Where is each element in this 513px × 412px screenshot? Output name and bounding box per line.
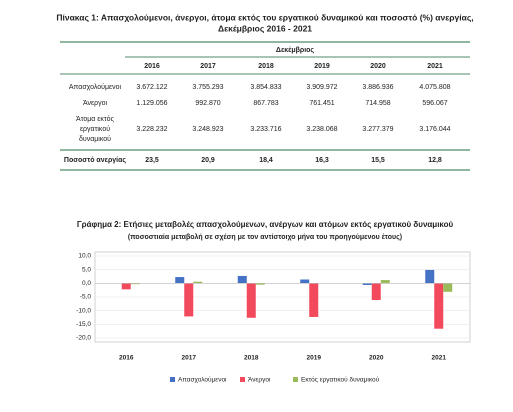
y-tick-label: 5,0 bbox=[82, 266, 91, 273]
bar bbox=[309, 283, 319, 317]
x-tick-label: 2021 bbox=[432, 355, 447, 362]
cell: 3.909.972 bbox=[306, 84, 337, 91]
bar bbox=[130, 283, 140, 285]
cell: 3.886.936 bbox=[362, 84, 393, 91]
bar bbox=[371, 283, 381, 301]
cell: 12,8 bbox=[428, 157, 442, 164]
bar bbox=[434, 283, 444, 329]
legend-label: Εκτός εργατικού δυναμικού bbox=[301, 376, 380, 384]
bar bbox=[121, 283, 131, 290]
column-header: 2021 bbox=[427, 63, 443, 70]
row-label: Ποσοστό ανεργίας bbox=[64, 157, 127, 164]
bar bbox=[255, 283, 265, 285]
cell: 3.238.068 bbox=[306, 126, 337, 133]
cell: 15,5 bbox=[371, 157, 385, 164]
column-header: 2020 bbox=[370, 63, 386, 70]
x-tick-label: 2016 bbox=[119, 355, 134, 362]
cell: 761.451 bbox=[309, 100, 334, 107]
cell: 992.870 bbox=[195, 100, 220, 107]
table-title: Δεκέμβριος 2016 - 2021 bbox=[218, 23, 312, 33]
cell: 867.783 bbox=[253, 100, 278, 107]
y-tick-label: -5,0 bbox=[80, 294, 92, 301]
cell: 3.277.379 bbox=[362, 126, 393, 133]
row-label: Άνεργοι bbox=[83, 100, 108, 107]
column-header: 2019 bbox=[314, 63, 330, 70]
cell: 3.176.044 bbox=[419, 126, 450, 133]
legend-swatch bbox=[170, 377, 175, 382]
x-tick-label: 2017 bbox=[182, 355, 197, 362]
cell: 3.854.833 bbox=[250, 84, 281, 91]
row-label: Απασχολούμενοι bbox=[69, 83, 122, 91]
chart-title: Γράφημα 2: Ετήσιες μεταβολές απασχολούμε… bbox=[77, 220, 454, 229]
column-header: 2017 bbox=[200, 63, 216, 70]
bar bbox=[380, 280, 390, 284]
legend-label: Άνεργοι bbox=[248, 377, 271, 384]
row-label: δυναμικού bbox=[79, 135, 111, 143]
cell: 3.233.716 bbox=[250, 126, 281, 133]
row-label: εργατικού bbox=[80, 125, 110, 133]
y-tick-label: 0,0 bbox=[82, 280, 91, 287]
cell: 20,9 bbox=[201, 157, 215, 164]
cell: 3.228.232 bbox=[136, 126, 167, 133]
x-tick-label: 2020 bbox=[369, 355, 384, 362]
cell: 1.129.056 bbox=[136, 100, 167, 107]
table-title: Πίνακας 1: Απασχολούμενοι, άνεργοι, άτομ… bbox=[56, 12, 473, 22]
chart-subtitle: (ποσοστιαία μεταβολή σε σχέση με τον αντ… bbox=[128, 233, 402, 241]
bar bbox=[193, 281, 203, 284]
legend-swatch bbox=[240, 377, 245, 382]
legend-label: Απασχολούμενοι bbox=[178, 376, 227, 384]
column-header: 2016 bbox=[144, 63, 160, 70]
cell: 4.075.808 bbox=[419, 84, 450, 91]
cell: 16,3 bbox=[315, 157, 329, 164]
legend-swatch bbox=[293, 377, 298, 382]
cell: 3.755.293 bbox=[192, 84, 223, 91]
x-tick-label: 2018 bbox=[244, 355, 259, 362]
y-tick-label: -10,0 bbox=[76, 307, 91, 314]
x-tick-label: 2019 bbox=[307, 355, 322, 362]
cell: 23,5 bbox=[145, 157, 159, 164]
bar bbox=[175, 277, 185, 284]
cell: 18,4 bbox=[259, 157, 273, 164]
bar bbox=[184, 283, 194, 317]
bar bbox=[300, 279, 310, 284]
bar bbox=[425, 269, 435, 284]
cell: 3.248.923 bbox=[192, 126, 223, 133]
y-tick-label: -20,0 bbox=[76, 335, 91, 342]
bar bbox=[362, 283, 372, 285]
row-label: Άτομα εκτός bbox=[76, 115, 115, 123]
bar bbox=[443, 283, 453, 292]
cell: 3.672.122 bbox=[136, 84, 167, 91]
y-tick-label: -15,0 bbox=[76, 321, 91, 328]
cell: 596.067 bbox=[422, 100, 447, 107]
bar bbox=[237, 275, 247, 284]
y-tick-label: 10,0 bbox=[78, 253, 91, 260]
group-header: Δεκέμβριος bbox=[276, 47, 315, 54]
cell: 714.958 bbox=[365, 100, 390, 107]
bar bbox=[246, 283, 256, 318]
column-header: 2018 bbox=[258, 63, 274, 70]
